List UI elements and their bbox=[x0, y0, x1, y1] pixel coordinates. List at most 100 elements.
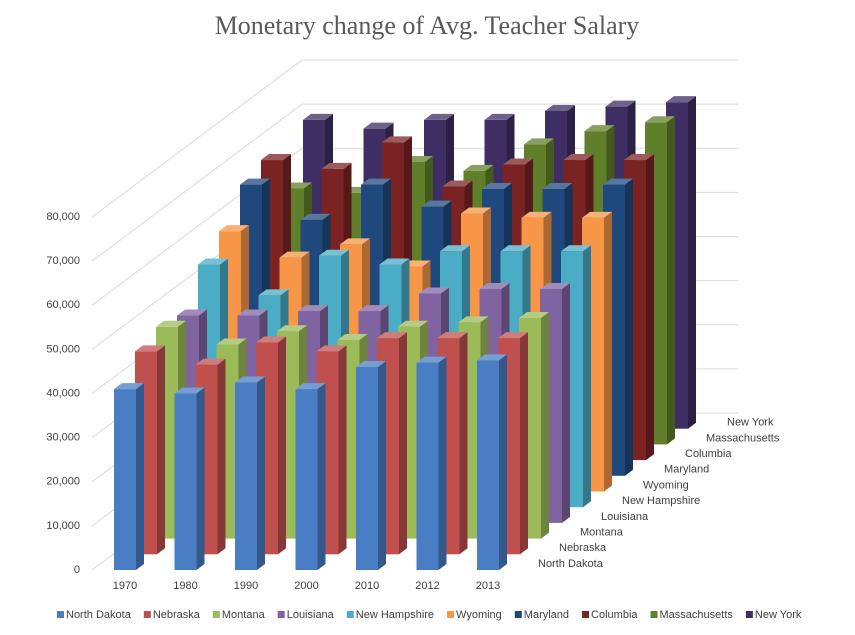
bar-side bbox=[378, 361, 386, 570]
x-tick-label: 2000 bbox=[294, 580, 318, 592]
bar-top bbox=[540, 283, 570, 290]
bar-side bbox=[604, 211, 612, 492]
legend-label: Montana bbox=[222, 609, 266, 621]
bar-top bbox=[219, 225, 249, 232]
bar-top bbox=[300, 213, 331, 220]
bar-top bbox=[503, 158, 533, 165]
bar-top bbox=[216, 338, 247, 345]
bar-top bbox=[235, 376, 265, 383]
bar-front bbox=[356, 367, 378, 570]
depth-label: Nebraska bbox=[559, 542, 607, 554]
bar-side bbox=[136, 383, 144, 570]
bar-side bbox=[399, 332, 407, 555]
bar-top bbox=[363, 122, 394, 129]
legend-swatch bbox=[447, 611, 455, 618]
bar-side bbox=[541, 311, 549, 539]
bar-top bbox=[135, 345, 165, 352]
bar-top bbox=[256, 336, 286, 343]
bar-side bbox=[520, 332, 528, 555]
bar-top bbox=[477, 354, 507, 361]
depth-label: New Hampshire bbox=[622, 495, 700, 507]
bar-top bbox=[298, 305, 328, 312]
bar-front bbox=[174, 393, 197, 570]
bar-side bbox=[459, 332, 468, 555]
bar-side bbox=[646, 154, 654, 461]
bar-front bbox=[235, 382, 257, 570]
bar-top bbox=[484, 113, 515, 120]
bar-side bbox=[499, 354, 507, 570]
bar-side bbox=[338, 345, 347, 555]
bar bbox=[356, 361, 386, 570]
bar-top bbox=[356, 361, 386, 368]
grid-line bbox=[91, 103, 739, 262]
bar-top bbox=[340, 238, 370, 245]
bar-top bbox=[237, 309, 268, 316]
legend-label: New York bbox=[755, 609, 802, 621]
bar bbox=[235, 376, 265, 570]
legend-swatch bbox=[277, 611, 285, 618]
bar-top bbox=[198, 258, 228, 265]
x-tick-label: 1980 bbox=[173, 580, 197, 592]
bar-top bbox=[240, 178, 270, 185]
bar-side bbox=[438, 356, 447, 570]
bar-top bbox=[603, 178, 633, 185]
legend-swatch bbox=[143, 611, 151, 618]
bar-top bbox=[379, 258, 410, 265]
bar-side bbox=[688, 96, 696, 429]
bar-side bbox=[217, 358, 226, 555]
depth-label: Maryland bbox=[664, 464, 709, 476]
bar-top bbox=[645, 116, 675, 123]
bar-front bbox=[477, 360, 499, 570]
bar-side bbox=[583, 245, 591, 508]
bar-side bbox=[625, 178, 633, 476]
bar-front bbox=[114, 389, 136, 570]
bar bbox=[477, 354, 507, 570]
bar bbox=[114, 383, 144, 570]
bar-top bbox=[519, 311, 549, 318]
bar-top bbox=[479, 283, 510, 290]
bar-top bbox=[500, 245, 531, 252]
bar bbox=[174, 387, 205, 570]
bar-top bbox=[382, 136, 412, 143]
bar-top bbox=[584, 125, 615, 132]
bar-top bbox=[303, 113, 333, 120]
bar-top bbox=[524, 138, 554, 145]
x-tick-label: 1990 bbox=[234, 580, 258, 592]
bar-side bbox=[196, 387, 205, 570]
depth-label: Columbia bbox=[685, 448, 732, 460]
bar-top bbox=[277, 325, 307, 332]
x-tick-label: 1970 bbox=[113, 580, 137, 592]
bar-top bbox=[416, 356, 447, 363]
bar-top bbox=[463, 164, 494, 171]
chart-title: Monetary change of Avg. Teacher Salary bbox=[215, 11, 640, 40]
y-tick-label: 80,000 bbox=[46, 211, 80, 223]
bar-side bbox=[562, 283, 570, 523]
bar-side bbox=[257, 376, 265, 570]
bar-top bbox=[561, 245, 591, 252]
bar-top bbox=[440, 245, 470, 252]
y-tick-label: 0 bbox=[74, 564, 80, 576]
legend-swatch bbox=[582, 611, 590, 618]
legend-swatch bbox=[57, 611, 64, 618]
bar-top bbox=[437, 332, 468, 339]
depth-label: Massachusetts bbox=[706, 432, 780, 444]
depth-label: North Dakota bbox=[538, 558, 604, 570]
bar-top bbox=[624, 154, 654, 161]
y-tick-label: 70,000 bbox=[46, 255, 80, 267]
x-tick-label: 2013 bbox=[476, 580, 500, 592]
bar-top bbox=[174, 387, 205, 394]
bar-top bbox=[442, 180, 473, 187]
depth-label: Wyoming bbox=[643, 479, 689, 491]
bar-top bbox=[177, 309, 207, 316]
bar-top bbox=[377, 332, 407, 339]
depth-label: New York bbox=[727, 417, 774, 429]
bar-top bbox=[261, 154, 291, 161]
y-tick-label: 20,000 bbox=[46, 476, 80, 488]
bar-top bbox=[156, 320, 186, 327]
legend-swatch bbox=[650, 611, 658, 618]
legend-label: North Dakota bbox=[66, 609, 132, 621]
bar-top bbox=[358, 305, 389, 312]
bar-side bbox=[157, 345, 165, 555]
bar-side bbox=[278, 336, 286, 555]
